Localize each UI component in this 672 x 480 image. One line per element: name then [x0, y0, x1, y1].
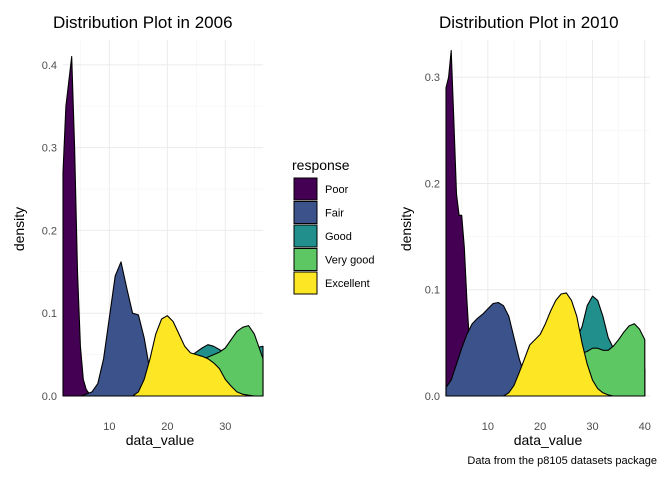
x-tick-label: 30 [219, 421, 231, 433]
legend-key-very-good [293, 248, 318, 271]
panel-title: Distribution Plot in 2006 [53, 13, 233, 32]
density-area-poor [62, 56, 105, 397]
y-axis-title: density [398, 207, 414, 251]
y-tick-label: 0.1 [42, 308, 57, 320]
legend: response Poor Fair Good Very good Excellent [292, 157, 375, 295]
legend-key-poor [293, 177, 318, 201]
panel-2010: Distribution Plot in 2010 0.0 0.1 0.2 0.3 1… [398, 13, 651, 448]
legend-key-excellent [293, 271, 318, 295]
density-area-very-good [581, 323, 646, 397]
x-axis-title: data_value [514, 432, 583, 448]
y-tick-label: 0.2 [425, 178, 440, 190]
legend-label: Fair [325, 208, 344, 220]
x-tick-label: 10 [482, 421, 494, 433]
y-tick-label: 0.0 [425, 391, 440, 403]
y-tick-label: 0.0 [42, 391, 57, 403]
x-tick-label: 20 [161, 421, 173, 433]
legend-title: response [292, 157, 350, 173]
density-areas [445, 50, 646, 397]
density-area-excellent [132, 315, 264, 397]
density-area-excellent [502, 292, 614, 397]
density-areas [62, 56, 264, 397]
panel-2006: Distribution Plot in 2006 0.00.10.20.30.… [11, 13, 264, 448]
x-tick-label: 20 [534, 421, 546, 433]
panel-title: Distribution Plot in 2010 [439, 13, 619, 32]
y-tick-label: 0.3 [425, 72, 440, 84]
x-tick-label: 10 [103, 421, 115, 433]
x-axis-title: data_value [126, 432, 195, 448]
legend-key-fair [293, 201, 318, 224]
x-tick-labels: 10 20 30 40 [482, 421, 651, 433]
x-tick-label: 30 [586, 421, 598, 433]
y-tick-label: 0.4 [42, 60, 57, 72]
legend-items: Poor Fair Good Very good Excellent [293, 177, 375, 295]
y-tick-labels: 0.0 0.1 0.2 0.3 [425, 72, 440, 403]
y-tick-label: 0.3 [42, 143, 57, 155]
legend-label: Good [325, 231, 352, 243]
y-tick-labels: 0.0 0.1 0.2 0.3 0.4 [42, 60, 57, 403]
legend-key-good [293, 224, 318, 248]
y-axis-title: density [11, 207, 27, 251]
x-tick-labels: 10 20 30 [103, 421, 231, 433]
caption: Data from the p8105 datasets package [467, 455, 657, 467]
legend-label: Excellent [325, 278, 370, 290]
y-tick-label: 0.2 [42, 225, 57, 237]
legend-label: Poor [325, 184, 349, 196]
x-tick-label: 40 [639, 421, 651, 433]
legend-label: Very good [325, 255, 375, 267]
y-tick-label: 0.1 [425, 285, 440, 297]
